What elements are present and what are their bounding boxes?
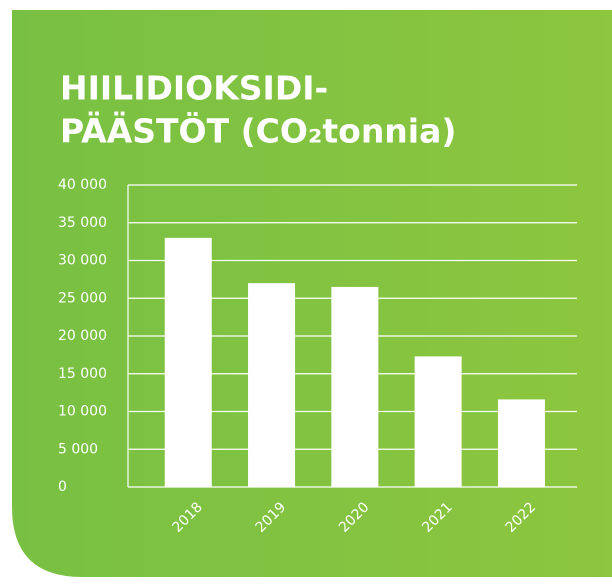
bar bbox=[164, 237, 212, 487]
y-tick-label: 25 000 bbox=[58, 290, 107, 306]
y-tick-label: 10 000 bbox=[58, 404, 107, 420]
chart-title: HIILIDIOKSIDI- bbox=[60, 69, 328, 108]
y-tick-label: 20 000 bbox=[58, 328, 107, 344]
y-tick-label: 0 bbox=[58, 479, 67, 495]
y-tick-label: 30 000 bbox=[58, 253, 107, 269]
background bbox=[12, 10, 612, 577]
bar bbox=[497, 399, 545, 487]
y-tick-label: 35 000 bbox=[58, 215, 107, 231]
y-tick-label: 40 000 bbox=[58, 177, 107, 193]
bar bbox=[248, 283, 296, 487]
y-tick-label: 15 000 bbox=[58, 366, 107, 382]
chart-title: PÄÄSTÖT (CO₂tonnia) bbox=[60, 111, 456, 151]
bar bbox=[331, 286, 379, 487]
y-tick-label: 5 000 bbox=[58, 441, 98, 457]
bar bbox=[414, 356, 462, 487]
